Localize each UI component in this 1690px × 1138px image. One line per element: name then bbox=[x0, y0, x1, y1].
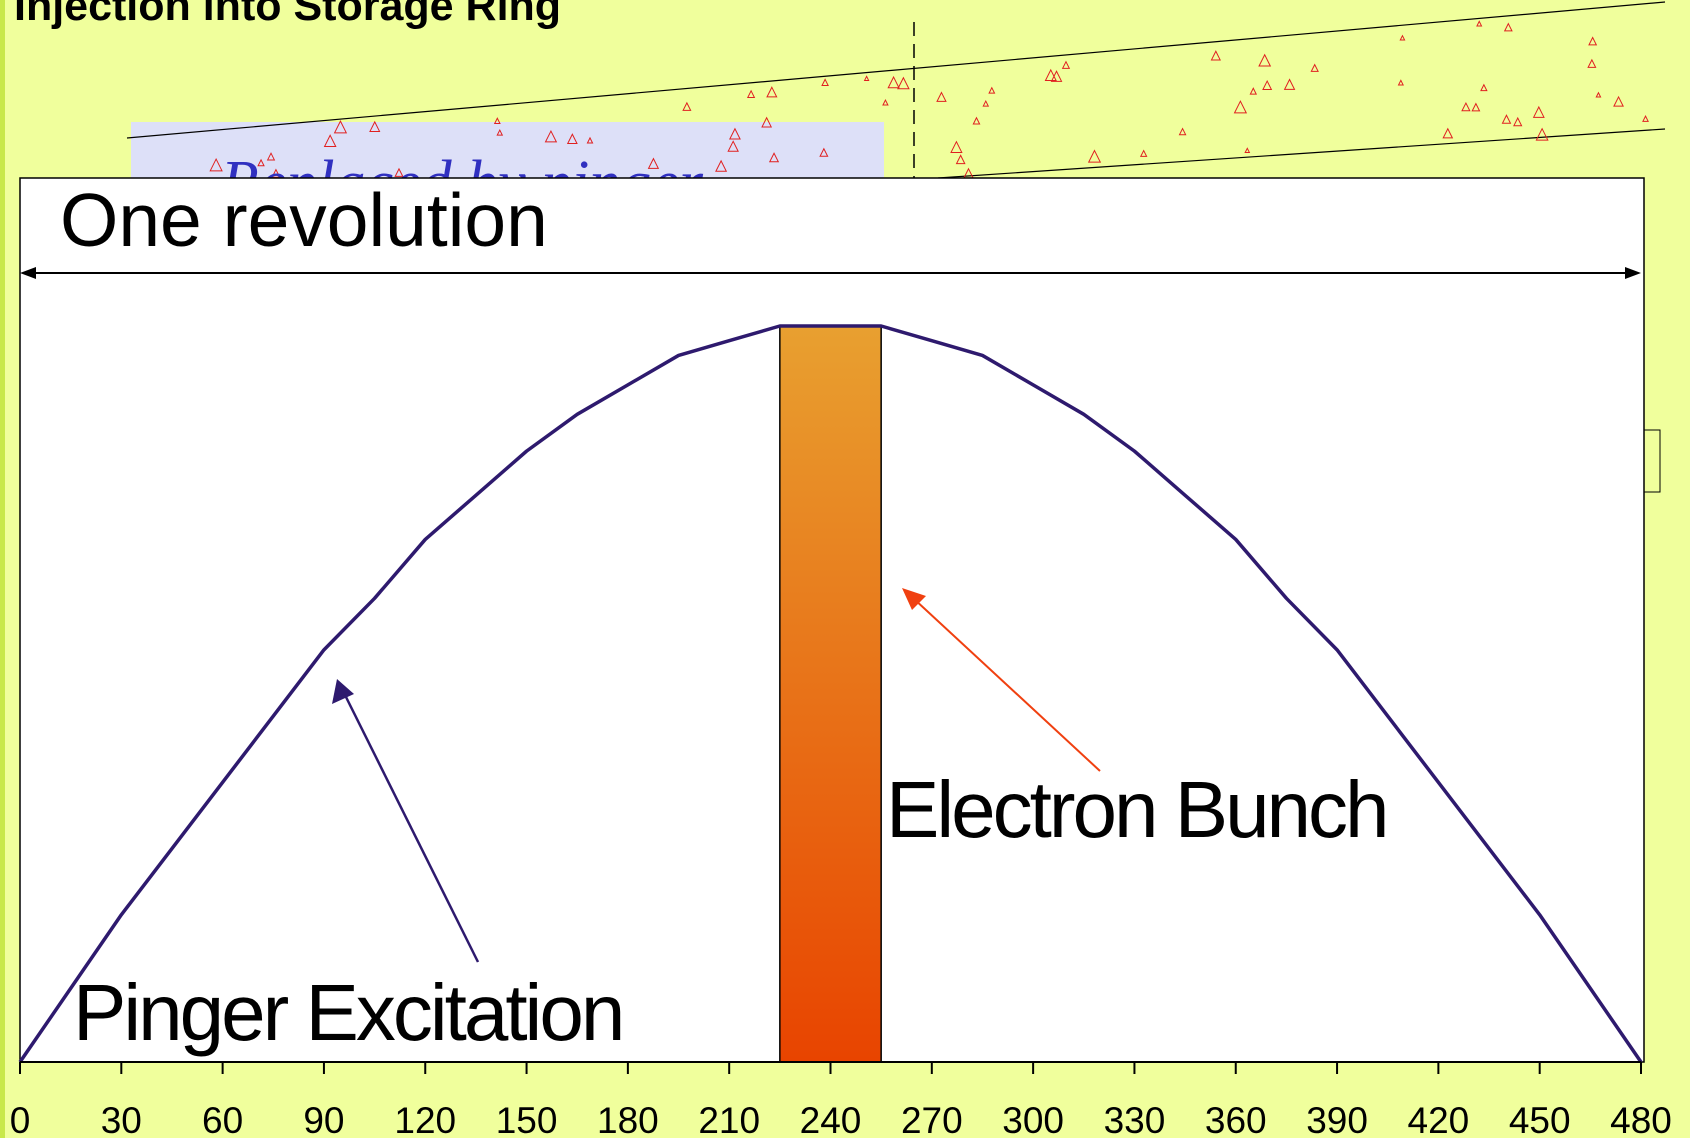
particle bbox=[1472, 104, 1479, 111]
x-tick-label: 120 bbox=[394, 1100, 456, 1138]
particle bbox=[898, 78, 909, 89]
x-tick-label: 90 bbox=[303, 1100, 344, 1138]
x-tick-label: 390 bbox=[1306, 1100, 1368, 1138]
electron-bunch bbox=[780, 326, 881, 1062]
x-tick-label: 180 bbox=[597, 1100, 659, 1138]
bunch-label: Electron Bunch bbox=[886, 765, 1387, 854]
particle bbox=[883, 100, 888, 105]
slide: Injection into Storage Ring Replaced by … bbox=[0, 0, 1690, 1138]
particle bbox=[822, 79, 828, 85]
particle bbox=[1141, 151, 1147, 157]
particle bbox=[1400, 36, 1404, 40]
x-tick-label: 210 bbox=[698, 1100, 760, 1138]
particle bbox=[1502, 115, 1510, 123]
particle bbox=[983, 101, 988, 106]
x-tick-label: 330 bbox=[1104, 1100, 1166, 1138]
particle bbox=[1235, 101, 1247, 113]
series-label: Pinger Excitation bbox=[73, 968, 622, 1057]
particle bbox=[1589, 38, 1596, 45]
particle bbox=[1259, 55, 1270, 66]
particle bbox=[683, 103, 691, 111]
particle bbox=[865, 76, 869, 80]
particle bbox=[1285, 80, 1295, 90]
particle bbox=[957, 155, 965, 163]
particle bbox=[1481, 85, 1487, 91]
particle bbox=[1051, 71, 1061, 81]
particle bbox=[937, 93, 946, 102]
x-tick-label: 240 bbox=[800, 1100, 862, 1138]
page: Injection into Storage Ring Replaced by … bbox=[0, 0, 1690, 1138]
particle bbox=[1089, 151, 1101, 163]
particle bbox=[1462, 103, 1470, 111]
particle bbox=[1311, 65, 1318, 72]
x-tick-label: 300 bbox=[1002, 1100, 1064, 1138]
slide-title: Injection into Storage Ring bbox=[14, 0, 561, 30]
particle bbox=[1536, 129, 1547, 140]
x-tick-label: 480 bbox=[1610, 1100, 1672, 1138]
x-tick-label: 0 bbox=[10, 1100, 31, 1138]
x-tick-label: 450 bbox=[1509, 1100, 1571, 1138]
particle bbox=[1534, 107, 1544, 117]
particle bbox=[1588, 60, 1596, 68]
particle bbox=[888, 77, 899, 88]
ring-edge bbox=[938, 129, 1665, 178]
particle bbox=[1399, 80, 1404, 85]
left-border bbox=[0, 0, 5, 1138]
x-tick-label: 360 bbox=[1205, 1100, 1267, 1138]
particle bbox=[973, 118, 979, 124]
particle bbox=[1443, 129, 1452, 138]
particle bbox=[1643, 116, 1648, 121]
x-tick-label: 30 bbox=[101, 1100, 142, 1138]
particle bbox=[1505, 24, 1512, 31]
span-label: One revolution bbox=[60, 178, 548, 262]
particle bbox=[1596, 93, 1600, 97]
particle bbox=[1514, 118, 1522, 126]
particle bbox=[1245, 148, 1249, 152]
decoration bbox=[1644, 430, 1660, 492]
x-tick-label: 420 bbox=[1408, 1100, 1470, 1138]
particle bbox=[1211, 51, 1220, 60]
x-tick-label: 150 bbox=[496, 1100, 558, 1138]
particle bbox=[748, 91, 755, 98]
x-tick-label: 270 bbox=[901, 1100, 963, 1138]
particle bbox=[1250, 88, 1256, 94]
particle bbox=[1179, 129, 1185, 135]
particle bbox=[767, 87, 777, 97]
x-tick-label: 60 bbox=[202, 1100, 243, 1138]
particle bbox=[1263, 81, 1271, 89]
particle bbox=[989, 88, 994, 93]
particle bbox=[1063, 62, 1070, 69]
particle bbox=[951, 142, 962, 153]
particle bbox=[1477, 21, 1482, 26]
particle bbox=[1614, 97, 1623, 106]
